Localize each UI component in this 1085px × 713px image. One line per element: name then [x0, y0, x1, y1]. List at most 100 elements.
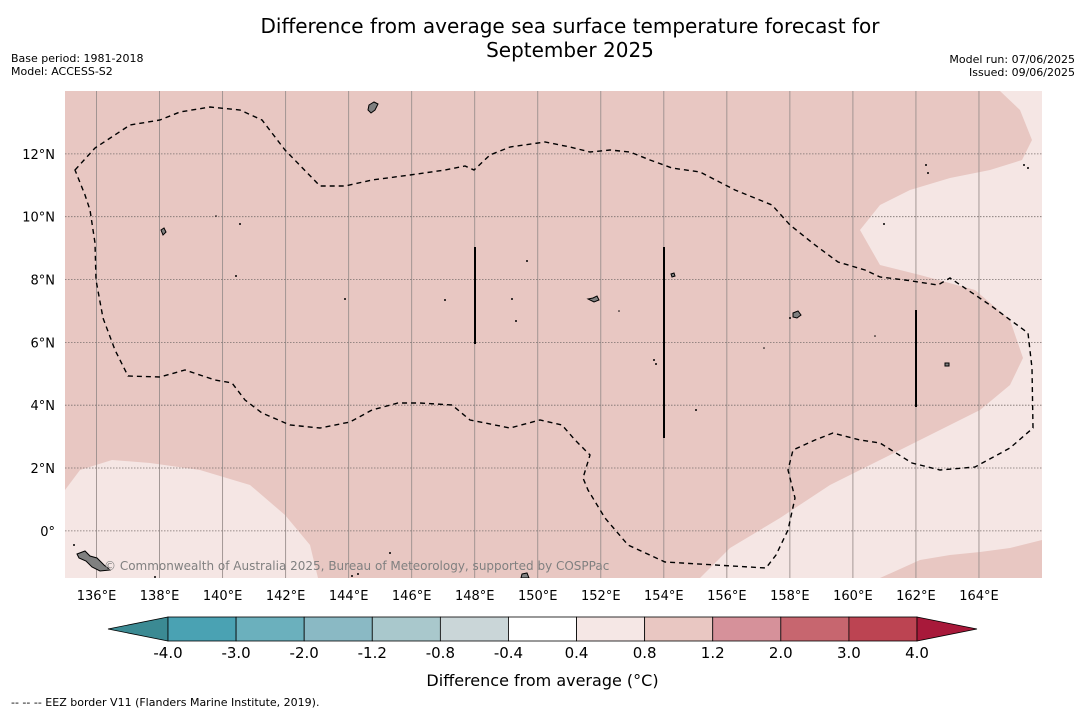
islet — [763, 347, 765, 349]
eez-footnote: -- -- -- EEZ border V11 (Flanders Marine… — [11, 696, 320, 709]
island — [76, 550, 112, 572]
colorbar-segment — [644, 616, 714, 642]
colorbar-tick-label: 1.2 — [701, 644, 725, 662]
meta-left: Base period: 1981-2018 Model: ACCESS-S2 — [11, 52, 143, 78]
anomaly-zone-0-4-to-0-8-southwest — [65, 460, 318, 578]
base-period: Base period: 1981-2018 — [11, 52, 144, 65]
longitude-tick-labels: 136°E 138°E 140°E 142°E 144°E 146°E 148°E 150°E… — [77, 589, 999, 604]
lon-tick-label: 142°E — [266, 589, 306, 604]
colorbar-segment — [235, 616, 305, 642]
colorbar-segment — [439, 616, 509, 642]
islet — [389, 552, 391, 554]
colorbar-segment — [848, 616, 918, 642]
land-islands — [76, 101, 950, 578]
colorbar-tick-label: -0.8 — [426, 644, 455, 662]
islet — [235, 275, 237, 277]
small-islands — [73, 164, 1029, 578]
colorbar-tick-label: 0.8 — [633, 644, 657, 662]
islet — [344, 298, 346, 300]
colorbar-segment — [712, 616, 782, 642]
lon-tick-label: 148°E — [455, 589, 495, 604]
colorbar-tick-label: -4.0 — [153, 644, 182, 662]
latitude-tick-labels: 12°N 10°N 8°N 6°N 4°N 2°N 0° — [22, 148, 55, 540]
islet — [789, 317, 791, 319]
lat-tick-label: 2°N — [31, 462, 56, 477]
colorbar-segment — [303, 616, 373, 642]
anomaly-zone-0-4-to-0-8-east — [700, 91, 1042, 578]
island — [944, 362, 950, 367]
colorbar-tick-label: -3.0 — [221, 644, 250, 662]
islet — [239, 223, 241, 225]
eez-border — [74, 106, 1034, 569]
lon-tick-label: 138°E — [140, 589, 180, 604]
lat-tick-label: 0° — [40, 525, 55, 540]
island — [586, 295, 600, 303]
colorbar-segment — [371, 616, 441, 642]
colorbar-segment — [780, 616, 850, 642]
island — [367, 101, 379, 114]
islet — [874, 335, 876, 337]
colorbar-underflow-arrow — [107, 616, 169, 642]
colorbar-tick-label: -2.0 — [290, 644, 319, 662]
model-run: Model run: 07/06/2025 — [949, 53, 1075, 66]
colorbar-tick-label: -1.2 — [358, 644, 387, 662]
islet — [1027, 167, 1029, 169]
lon-tick-label: 144°E — [329, 589, 369, 604]
lat-tick-label: 8°N — [31, 274, 56, 289]
lat-tick-label: 4°N — [31, 399, 56, 414]
lon-tick-label: 156°E — [707, 589, 747, 604]
islet — [511, 298, 513, 300]
boundary-lines — [474, 247, 917, 438]
colorbar-overflow-arrow — [916, 616, 978, 642]
islet — [154, 576, 156, 578]
islet — [695, 409, 697, 411]
lon-tick-label: 152°E — [581, 589, 621, 604]
islet — [515, 320, 517, 322]
colorbar-tick-label: -0.4 — [494, 644, 523, 662]
lon-tick-label: 140°E — [203, 589, 243, 604]
island — [792, 310, 802, 319]
island — [160, 227, 167, 236]
map-area: © Commonwealth of Australia 2025, Bureau… — [65, 91, 1042, 578]
colorbar-tick-label: 2.0 — [769, 644, 793, 662]
islet — [618, 310, 620, 312]
colorbar-segment — [508, 616, 577, 642]
islet — [215, 215, 217, 217]
islet — [653, 359, 655, 361]
lat-tick-label: 10°N — [22, 211, 55, 226]
lon-tick-label: 150°E — [518, 589, 558, 604]
copyright-watermark: © Commonwealth of Australia 2025, Bureau… — [104, 559, 609, 573]
islet — [73, 544, 75, 546]
model-name: Model: ACCESS-S2 — [11, 65, 113, 78]
colorbar-segment — [576, 616, 646, 642]
islet — [1023, 164, 1025, 166]
chart-title: Difference from average sea surface temp… — [220, 14, 920, 62]
title-line-1: Difference from average sea surface temp… — [260, 14, 880, 38]
islet — [927, 172, 929, 174]
islet — [883, 223, 885, 225]
islet — [357, 573, 359, 575]
colorbar-tick-label: 0.4 — [565, 644, 589, 662]
colorbar: -4.0 -3.0 -2.0 -1.2 -0.8 -0.4 0.4 0.8 1.2 2.0 3.0 4… — [107, 616, 978, 662]
colorbar-tick-label: 3.0 — [837, 644, 861, 662]
islet — [351, 575, 353, 577]
lon-tick-label: 158°E — [770, 589, 810, 604]
island — [520, 572, 530, 578]
meta-right: Model run: 07/06/2025 Issued: 09/06/2025 — [949, 53, 1075, 79]
colorbar-segment — [167, 616, 237, 642]
islet — [526, 260, 528, 262]
colorbar-label: Difference from average (°C) — [426, 671, 659, 690]
colorbar-tick-label: 4.0 — [905, 644, 929, 662]
issued-date: Issued: 09/06/2025 — [968, 66, 1075, 79]
lon-tick-label: 154°E — [644, 589, 684, 604]
lon-tick-label: 160°E — [833, 589, 873, 604]
lon-tick-label: 136°E — [77, 589, 117, 604]
lon-tick-label: 164°E — [959, 589, 999, 604]
lon-tick-label: 162°E — [896, 589, 936, 604]
title-line-2: September 2025 — [486, 38, 654, 62]
lat-tick-label: 12°N — [22, 148, 55, 163]
island — [670, 272, 676, 278]
lon-tick-label: 146°E — [392, 589, 432, 604]
islet — [444, 299, 446, 301]
